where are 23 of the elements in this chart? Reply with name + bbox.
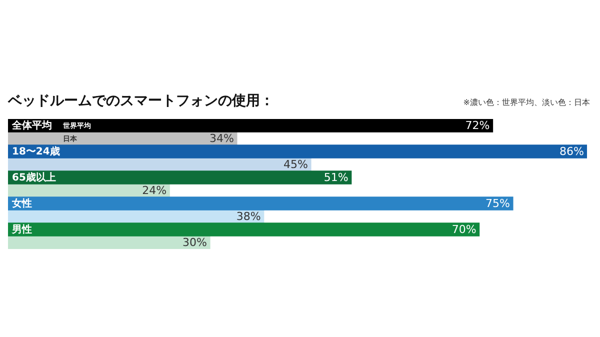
y-tick-label: 65歳以上 [12,172,56,184]
bar [8,144,587,158]
y-tick-label: 男性 [11,224,32,236]
y-tick-label: 全体平均 [11,120,52,132]
data-label: 24% [142,184,167,197]
bar [8,222,480,236]
text: ※濃い色：世界平均、淡い色：日本 [463,97,590,108]
data-label: 72% [465,118,490,132]
bar [8,236,210,249]
data-label: 70% [452,222,476,236]
bar [8,170,352,184]
data-label: 86% [560,144,584,158]
y-tick-label: 18〜24歳 [12,146,60,158]
bar [8,196,514,210]
y-tick-label: 女性 [11,198,32,210]
data-label: 51% [324,170,348,184]
data-label: 30% [182,236,207,249]
bar [8,119,494,132]
chart-title: ベッドルームでのスマートフォンの使用： [8,92,274,110]
data-label: 38% [236,210,261,223]
data-label: 34% [209,132,234,145]
data-label: 45% [284,158,308,171]
data-label: 75% [485,196,510,210]
